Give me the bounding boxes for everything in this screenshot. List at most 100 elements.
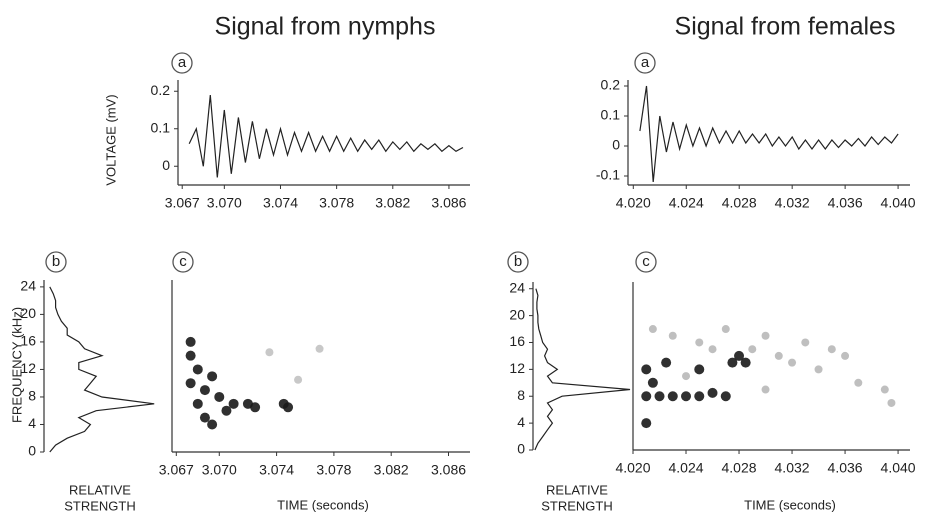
spectrogram-blob [185, 350, 196, 361]
panel-badge [634, 52, 656, 74]
panel-badge [507, 251, 529, 273]
panel-badge [171, 52, 193, 74]
panel-badge [45, 251, 67, 273]
y-tick-label: 8 [517, 387, 525, 403]
signal-line [188, 94, 464, 178]
spectrogram-blob [748, 345, 757, 354]
spectrogram-blob [788, 358, 797, 367]
panel-letter: b [514, 253, 522, 270]
spectrogram-blob [228, 398, 239, 409]
signal-line [49, 286, 155, 453]
x-tick-label: 4.020 [615, 460, 650, 476]
x-tick-label: 3.070 [207, 195, 242, 211]
spectrogram-blob [654, 391, 665, 402]
x-tick-label: 3.070 [202, 462, 237, 478]
y-tick-label: 0 [517, 441, 525, 457]
x-tick-label: 3.078 [316, 462, 351, 478]
signal-line [639, 85, 899, 183]
x-tick-label: 4.024 [669, 195, 704, 211]
panel-letter: a [641, 54, 650, 71]
spectrogram-blob [214, 391, 225, 402]
spectrogram-blob [283, 402, 294, 413]
spectrogram-blob [315, 344, 324, 353]
spectrogram-blob [682, 372, 691, 381]
y-tick-label: 0 [162, 157, 170, 173]
spectrogram-blob [694, 391, 705, 402]
x-tick-label: 3.074 [259, 462, 294, 478]
spectrogram-blob [185, 378, 196, 389]
spectrogram-blob [641, 418, 652, 429]
spectrogram-blob [827, 345, 836, 354]
spectrogram-blob [221, 405, 232, 416]
y-tick-label: 0.1 [151, 119, 171, 135]
y-tick-label: 20 [20, 305, 36, 321]
spectrogram-blob [774, 351, 783, 360]
spectrogram-blob [727, 357, 738, 368]
spectrogram-blob [265, 348, 274, 357]
x-tick-label: 4.036 [828, 195, 863, 211]
y-tick-label: -0.1 [596, 167, 620, 183]
spectrogram-blob [199, 385, 210, 396]
spectrogram-blob [721, 325, 730, 334]
x-tick-label: 4.024 [668, 460, 703, 476]
x-axis-label: STRENGTH [64, 498, 136, 513]
spectrogram-blob [250, 402, 261, 413]
x-tick-label: 3.082 [374, 462, 409, 478]
spectrogram-blob [694, 364, 705, 375]
y-tick-label: 12 [509, 360, 525, 376]
spectrogram-blob [207, 371, 218, 382]
x-tick-label: 4.020 [616, 195, 651, 211]
spectrogram-blob [814, 365, 823, 374]
spectrogram-blob [761, 331, 770, 340]
spectrogram-blob [185, 336, 196, 347]
x-tick-label: 4.040 [881, 195, 916, 211]
panel-letter: a [178, 54, 187, 71]
spectrogram-blob [192, 398, 203, 409]
panel-title: Signal from females [675, 13, 896, 41]
x-tick-label: 4.036 [828, 460, 863, 476]
x-tick-label: 3.067 [159, 462, 194, 478]
y-tick-label: 24 [20, 278, 36, 294]
spectrogram-blob [294, 375, 303, 384]
x-tick-label: 4.028 [722, 195, 757, 211]
x-tick-label: 4.040 [881, 460, 916, 476]
spectrogram-blob [641, 391, 652, 402]
spectrogram-blob [641, 364, 652, 375]
spectrogram-blob [648, 325, 657, 334]
spectrogram-blob [841, 351, 850, 360]
x-axis-label: TIME (seconds) [744, 497, 836, 512]
spectrogram-blob [707, 387, 718, 398]
spectrogram-blob [207, 419, 218, 430]
panel-badge [172, 251, 194, 273]
y-tick-label: 0.2 [151, 82, 171, 98]
y-tick-label: 12 [20, 360, 36, 376]
y-tick-label: 16 [509, 333, 525, 349]
x-tick-label: 3.067 [165, 195, 200, 211]
x-tick-label: 3.074 [263, 195, 298, 211]
spectrogram-blob [720, 391, 731, 402]
panel-letter: c [642, 253, 650, 270]
spectrogram-blob [668, 331, 677, 340]
spectrogram-blob [661, 357, 672, 368]
spectrogram-blob [192, 364, 203, 375]
spectrogram-blob [695, 338, 704, 347]
y-tick-label: 20 [509, 306, 525, 322]
spectrogram-blob [681, 391, 692, 402]
x-tick-label: 4.032 [775, 195, 810, 211]
x-axis-label: RELATIVE [69, 482, 131, 497]
y-axis-label: VOLTAGE (mV) [103, 94, 118, 185]
spectrogram-blob [854, 378, 863, 387]
y-tick-label: 24 [509, 279, 525, 295]
spectrogram-blob [647, 377, 658, 388]
spectrogram-blob [708, 345, 717, 354]
y-tick-label: 4 [28, 415, 36, 431]
y-tick-label: 0 [28, 443, 36, 459]
x-tick-label: 3.086 [431, 462, 466, 478]
spectrogram-blob [740, 357, 751, 368]
panel-title: Signal from nymphs [215, 13, 436, 41]
y-tick-label: 8 [28, 388, 36, 404]
signal-line [534, 288, 631, 451]
x-tick-label: 4.028 [722, 460, 757, 476]
y-axis-label: FREQUENCY (kHz) [9, 307, 24, 423]
